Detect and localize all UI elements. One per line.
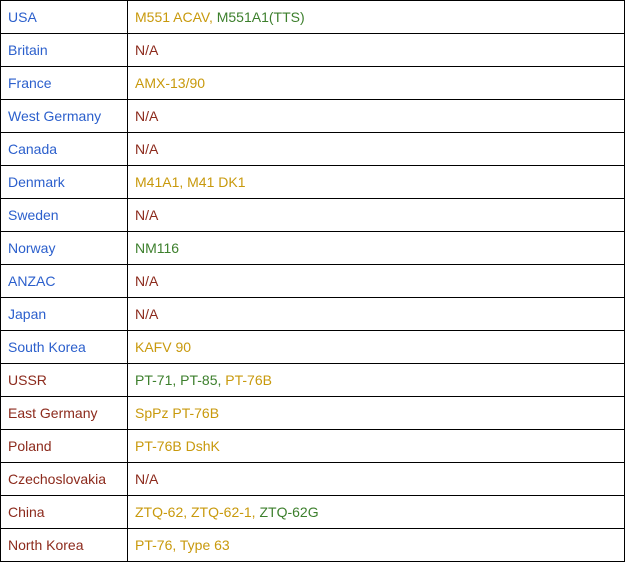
country-cell: USSR [0, 363, 128, 397]
table-row: North Korea PT-76, Type 63 [0, 528, 625, 562]
table-row: West Germany N/A [0, 99, 625, 133]
vehicle-name: NM116 [135, 240, 180, 256]
country-cell: France [0, 66, 128, 100]
table-row: Czechoslovakia N/A [0, 462, 625, 496]
table-row: Norway NM116 [0, 231, 625, 265]
vehicles-cell: ZTQ-62, ZTQ-62-1, ZTQ-62G [127, 495, 625, 529]
vehicles-cell: N/A [127, 99, 625, 133]
vehicle-name: ZTQ-62, ZTQ-62-1, [135, 504, 260, 520]
vehicles-cell: KAFV 90 [127, 330, 625, 364]
table-row: Sweden N/A [0, 198, 625, 232]
vehicle-name: KAFV 90 [135, 339, 192, 355]
table-row: ANZAC N/A [0, 264, 625, 298]
country-cell: China [0, 495, 128, 529]
vehicles-cell: N/A [127, 297, 625, 331]
table-row: Britain N/A [0, 33, 625, 67]
country-cell: USA [0, 0, 128, 34]
vehicle-name: SpPz PT-76B [135, 405, 220, 421]
vehicle-name: ZTQ-62G [259, 504, 319, 520]
country-cell: Poland [0, 429, 128, 463]
vehicle-name: N/A [135, 471, 159, 487]
vehicle-name: M41A1, M41 DK1 [135, 174, 246, 190]
country-cell: East Germany [0, 396, 128, 430]
table-row: Canada N/A [0, 132, 625, 166]
vehicles-cell: N/A [127, 198, 625, 232]
vehicle-name: M551A1(TTS) [216, 9, 305, 25]
vehicle-name: PT-76B [225, 372, 272, 388]
country-cell: South Korea [0, 330, 128, 364]
table-row: USA M551 ACAV, M551A1(TTS) [0, 0, 625, 34]
vehicle-name: AMX-13/90 [135, 75, 206, 91]
vehicles-cell: PT-76B DshK [127, 429, 625, 463]
country-cell: Britain [0, 33, 128, 67]
vehicles-cell: N/A [127, 264, 625, 298]
vehicle-name: M551 ACAV, [135, 9, 217, 25]
country-cell: Canada [0, 132, 128, 166]
vehicles-cell: N/A [127, 132, 625, 166]
table-row: USSR PT-71, PT-85, PT-76B [0, 363, 625, 397]
country-cell: Norway [0, 231, 128, 265]
vehicle-name: PT-71, PT-85, [135, 372, 226, 388]
vehicle-name: N/A [135, 108, 159, 124]
vehicles-cell: N/A [127, 33, 625, 67]
table-row: South Korea KAFV 90 [0, 330, 625, 364]
country-cell: North Korea [0, 528, 128, 562]
vehicles-cell: PT-71, PT-85, PT-76B [127, 363, 625, 397]
table-row: Denmark M41A1, M41 DK1 [0, 165, 625, 199]
country-cell: Czechoslovakia [0, 462, 128, 496]
country-cell: Sweden [0, 198, 128, 232]
vehicle-name: N/A [135, 207, 159, 223]
table-row: France AMX-13/90 [0, 66, 625, 100]
vehicles-cell: PT-76, Type 63 [127, 528, 625, 562]
country-cell: Denmark [0, 165, 128, 199]
vehicles-cell: NM116 [127, 231, 625, 265]
table-row: East Germany SpPz PT-76B [0, 396, 625, 430]
vehicle-name: N/A [135, 141, 159, 157]
country-cell: Japan [0, 297, 128, 331]
table-row: Poland PT-76B DshK [0, 429, 625, 463]
vehicles-cell: N/A [127, 462, 625, 496]
vehicle-name: PT-76, Type 63 [135, 537, 230, 553]
vehicle-name: N/A [135, 273, 159, 289]
vehicle-name: N/A [135, 306, 159, 322]
vehicle-name: PT-76B DshK [135, 438, 220, 454]
vehicles-cell: AMX-13/90 [127, 66, 625, 100]
vehicles-cell: SpPz PT-76B [127, 396, 625, 430]
vehicle-name: N/A [135, 42, 159, 58]
table-row: China ZTQ-62, ZTQ-62-1, ZTQ-62G [0, 495, 625, 529]
country-cell: West Germany [0, 99, 128, 133]
table-row: Japan N/A [0, 297, 625, 331]
vehicles-cell: M551 ACAV, M551A1(TTS) [127, 0, 625, 34]
country-cell: ANZAC [0, 264, 128, 298]
vehicles-cell: M41A1, M41 DK1 [127, 165, 625, 199]
